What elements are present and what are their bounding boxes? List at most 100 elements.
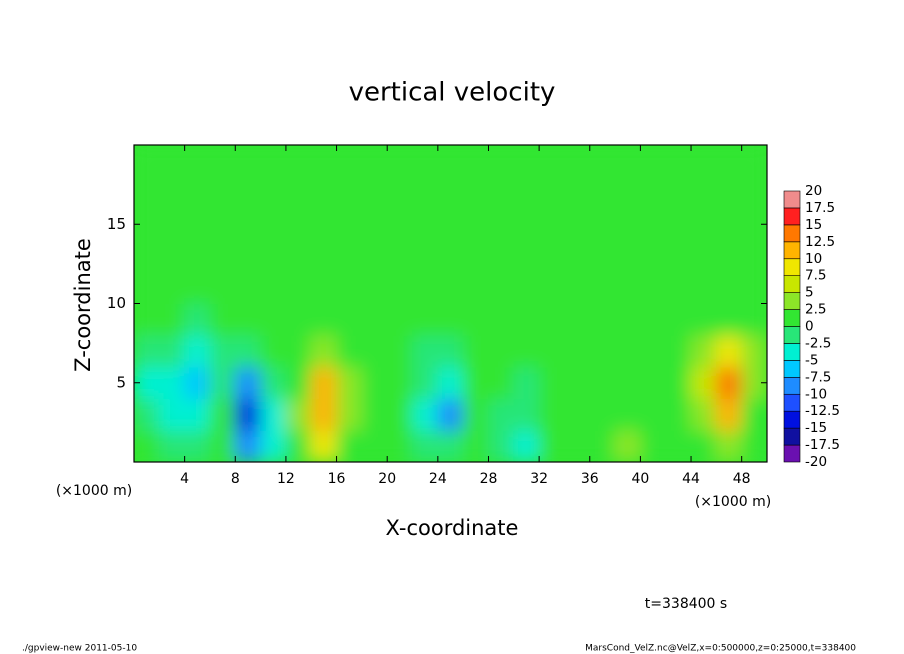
heatmap-cell [690, 145, 717, 178]
heatmap-cell [665, 398, 692, 431]
colorbar-label: 5 [805, 285, 814, 301]
x-tick-label: 4 [180, 471, 189, 487]
heatmap-cell [158, 145, 186, 178]
heatmap-cell [412, 176, 439, 209]
heatmap-cell [589, 366, 616, 400]
heatmap-cell [361, 176, 388, 209]
x-tick-label: 44 [682, 471, 700, 487]
heatmap-cell [639, 334, 667, 368]
heatmap-cell [690, 398, 717, 431]
heatmap-cell [437, 145, 464, 178]
heatmap-cell [260, 207, 287, 241]
heatmap-cell [209, 334, 236, 368]
heatmap-cell [209, 239, 236, 273]
heatmap-cell [715, 334, 743, 368]
colorbar-label: 10 [805, 251, 822, 267]
heatmap-cell [513, 334, 540, 368]
heatmap-cell [665, 271, 692, 304]
heatmap-cell [285, 429, 312, 462]
heatmap-cell [741, 145, 767, 178]
heatmap-cell [260, 398, 287, 431]
heatmap-cell [158, 239, 186, 273]
heatmap-cell [361, 429, 388, 462]
heatmap-cell [715, 207, 743, 241]
heatmap-cell [437, 271, 464, 304]
heatmap-cell [361, 334, 388, 368]
heatmap-cell [614, 303, 641, 336]
heatmap-cell [134, 239, 160, 273]
heatmap-cell [260, 176, 287, 209]
colorbar-label: -2.5 [805, 335, 831, 351]
colorbar-label: 2.5 [805, 302, 826, 318]
heatmap-cell [563, 398, 591, 431]
heatmap-cell [487, 334, 515, 368]
heatmap-cell [487, 271, 515, 304]
heatmap-cell [134, 303, 160, 336]
heatmap-cell [361, 239, 388, 273]
x-tick-label: 24 [429, 471, 447, 487]
y-tick-label: 5 [116, 373, 126, 391]
heatmap-cell [690, 271, 717, 304]
heatmap-cell [158, 334, 186, 368]
heatmap-cell [412, 303, 439, 336]
heatmap-cell [741, 334, 767, 368]
x-tick-label: 36 [581, 471, 599, 487]
colorbar-swatch [783, 326, 801, 344]
heatmap-cell [412, 145, 439, 178]
heatmap-cell [614, 398, 641, 431]
heatmap-cell [158, 429, 186, 462]
colorbar-swatch [783, 309, 801, 327]
heatmap-cell [614, 429, 641, 462]
colorbar-swatch [783, 360, 801, 378]
heatmap-cell [462, 366, 489, 400]
heatmap-cell [589, 145, 616, 178]
heatmap-cell [589, 176, 616, 209]
heatmap-cell [234, 429, 262, 462]
colorbar-swatch [783, 258, 801, 276]
heatmap-cell [715, 303, 743, 336]
heatmap-cell [412, 239, 439, 273]
heatmap-cell [209, 145, 236, 178]
colorbar-label: -12.5 [805, 403, 840, 419]
heatmap-cell [310, 239, 338, 273]
heatmap-cell [690, 334, 717, 368]
x-tick-label: 28 [480, 471, 498, 487]
heatmap-cell [234, 303, 262, 336]
heatmap-cell [563, 207, 591, 241]
heatmap-cell [563, 176, 591, 209]
colorbar-swatch [783, 444, 801, 463]
heatmap-cell [361, 366, 388, 400]
heatmap-cell [234, 334, 262, 368]
heatmap-cell [260, 145, 287, 178]
heatmap-cell [386, 429, 414, 462]
heatmap-cell [639, 145, 667, 178]
heatmap-cell [386, 145, 414, 178]
heatmap-cell [134, 429, 160, 462]
heatmap-cell [336, 176, 363, 209]
heatmap-cell [538, 366, 565, 400]
heatmap-cell [336, 207, 363, 241]
colorbar-swatch [783, 377, 801, 395]
heatmap-cell [361, 398, 388, 431]
footer-right: MarsCond_VelZ.nc@VelZ,x=0:500000,z=0:250… [585, 644, 856, 654]
heatmap-cell [184, 429, 211, 462]
heatmap-cell [336, 429, 363, 462]
heatmap-cell [260, 334, 287, 368]
heatmap-cell [412, 334, 439, 368]
heatmap-cell [639, 366, 667, 400]
heatmap-cell [336, 271, 363, 304]
colorbar-swatch [783, 241, 801, 260]
heatmap-cell [234, 366, 262, 400]
heatmap-cell [513, 303, 540, 336]
heatmap-cell [437, 366, 464, 400]
colorbar-label: -10 [805, 386, 827, 402]
heatmap-cell [589, 334, 616, 368]
heatmap [134, 145, 767, 462]
heatmap-cell [614, 366, 641, 400]
heatmap-cell [386, 271, 414, 304]
heatmap-cell [487, 176, 515, 209]
heatmap-cell [310, 366, 338, 400]
heatmap-cell [513, 271, 540, 304]
heatmap-cell [134, 145, 160, 178]
